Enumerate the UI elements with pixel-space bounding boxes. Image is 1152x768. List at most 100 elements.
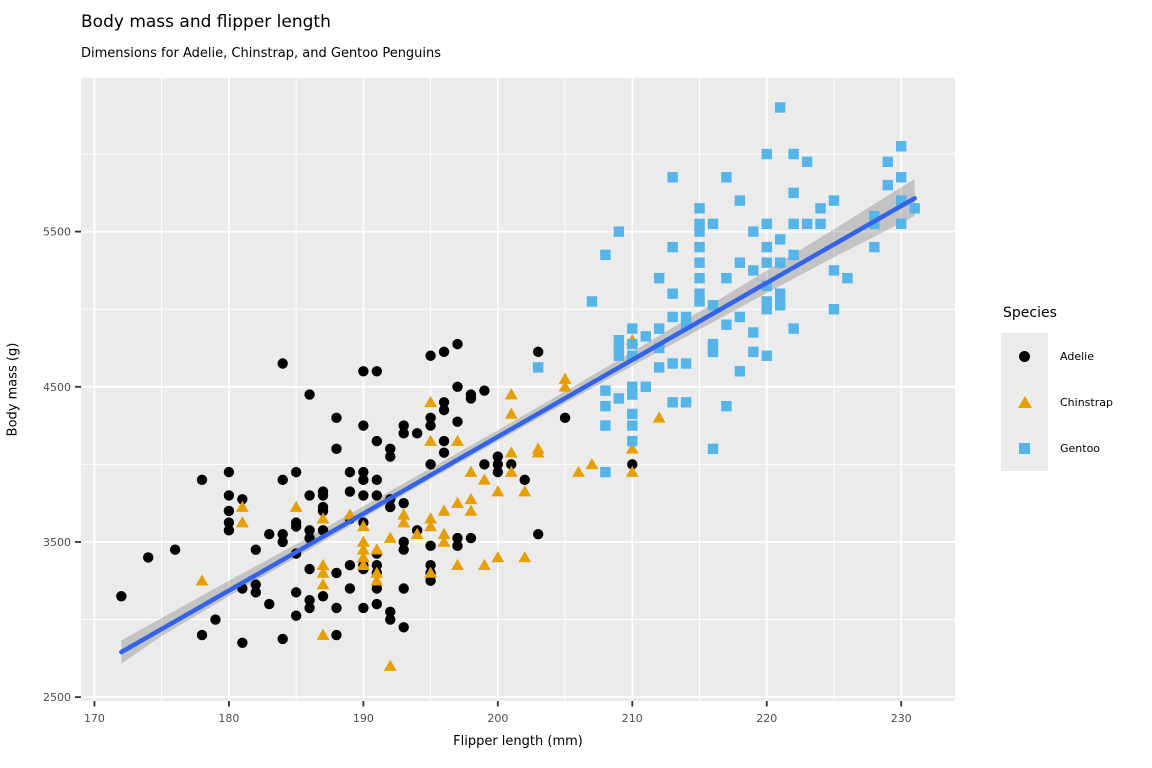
data-point-adelie [385, 451, 396, 462]
legend-item-chinstrap: Chinstrap [1001, 379, 1113, 425]
data-point-adelie [411, 428, 423, 439]
x-tick-label: 200 [487, 712, 508, 725]
data-point-chinstrap [652, 411, 666, 423]
data-point-gentoo [627, 323, 638, 334]
data-point-gentoo [627, 435, 638, 447]
adelie-circle-icon [1019, 350, 1030, 362]
data-point-adelie [398, 420, 409, 431]
data-point-gentoo [815, 203, 826, 214]
data-point-chinstrap [370, 543, 384, 555]
data-point-gentoo [600, 385, 611, 396]
data-point-adelie [371, 583, 383, 594]
data-point-gentoo [532, 362, 544, 373]
data-point-gentoo [828, 265, 840, 276]
data-point-adelie [559, 412, 571, 424]
data-point-adelie [304, 490, 315, 501]
data-point-gentoo [680, 319, 692, 330]
data-point-chinstrap [235, 500, 249, 512]
data-point-adelie [438, 404, 450, 416]
data-point-adelie [398, 583, 409, 594]
data-point-chinstrap [585, 457, 599, 470]
legend-label: Gentoo [1060, 441, 1101, 455]
data-point-chinstrap [625, 465, 639, 477]
data-point-gentoo [627, 420, 638, 431]
data-point-gentoo [694, 218, 705, 230]
data-point-gentoo [748, 226, 759, 237]
data-point-adelie [237, 494, 248, 505]
data-point-gentoo [761, 296, 772, 307]
data-point-chinstrap [464, 492, 478, 505]
x-tick-label: 190 [353, 712, 374, 725]
data-point-gentoo [667, 241, 678, 253]
data-point-adelie [506, 459, 517, 470]
data-point-adelie [465, 393, 477, 404]
data-point-gentoo [721, 319, 732, 330]
data-point-adelie [465, 532, 477, 544]
data-point-gentoo [640, 331, 651, 342]
legend-label: Adelie [1060, 349, 1094, 363]
data-point-gentoo [667, 397, 678, 408]
data-point-chinstrap [531, 446, 545, 458]
data-point-gentoo [680, 311, 692, 323]
data-point-gentoo [627, 350, 638, 361]
data-point-gentoo [801, 156, 813, 167]
data-point-adelie [250, 579, 261, 590]
data-point-adelie [398, 428, 409, 439]
data-point-adelie [479, 459, 490, 470]
data-point-gentoo [627, 381, 638, 392]
data-point-chinstrap [356, 551, 370, 563]
data-point-gentoo [721, 400, 732, 412]
data-point-chinstrap [235, 516, 249, 528]
data-point-adelie [304, 563, 315, 575]
data-point-chinstrap [424, 395, 437, 408]
data-point-chinstrap [451, 434, 464, 446]
data-point-gentoo [896, 172, 907, 183]
data-point-adelie [452, 532, 463, 544]
data-point-chinstrap [477, 558, 491, 571]
data-point-gentoo [627, 408, 638, 420]
gentoo-square-icon [1019, 442, 1030, 454]
data-point-gentoo [694, 296, 705, 307]
data-point-chinstrap [316, 628, 330, 640]
data-point-gentoo [600, 420, 611, 431]
data-point-adelie [438, 397, 450, 408]
data-point-adelie [425, 459, 436, 470]
data-point-gentoo [627, 389, 638, 400]
data-point-chinstrap [397, 516, 411, 528]
data-point-adelie [479, 385, 490, 396]
data-point-gentoo [734, 257, 746, 268]
data-point-chinstrap [477, 473, 491, 485]
data-point-adelie [331, 567, 342, 579]
data-point-adelie [358, 466, 369, 478]
x-axis-title: Flipper length (mm) [453, 734, 583, 749]
data-point-gentoo [734, 366, 746, 377]
data-point-adelie [304, 594, 315, 606]
data-point-gentoo [600, 466, 611, 478]
plot-panel-background [81, 78, 955, 701]
data-point-adelie [264, 598, 275, 610]
data-point-adelie [250, 587, 261, 598]
x-tick-label: 170 [84, 712, 105, 725]
data-point-gentoo [815, 218, 826, 230]
data-point-adelie [398, 544, 409, 555]
data-point-gentoo [653, 342, 665, 354]
data-point-adelie [196, 474, 208, 486]
data-point-gentoo [761, 304, 772, 315]
data-point-gentoo [775, 300, 786, 311]
data-point-gentoo [801, 218, 813, 230]
data-point-gentoo [788, 249, 799, 261]
data-point-chinstrap [437, 535, 451, 547]
data-point-gentoo [707, 300, 719, 311]
data-point-gentoo [748, 346, 759, 358]
data-point-chinstrap [491, 551, 505, 563]
data-point-adelie [532, 346, 544, 358]
data-point-gentoo [640, 381, 651, 392]
data-point-adelie [264, 528, 275, 540]
data-point-chinstrap [316, 578, 330, 590]
data-point-gentoo [896, 195, 907, 206]
data-point-gentoo [600, 400, 611, 412]
data-point-gentoo [761, 218, 772, 230]
data-point-gentoo [775, 102, 786, 113]
data-point-chinstrap [383, 659, 397, 671]
